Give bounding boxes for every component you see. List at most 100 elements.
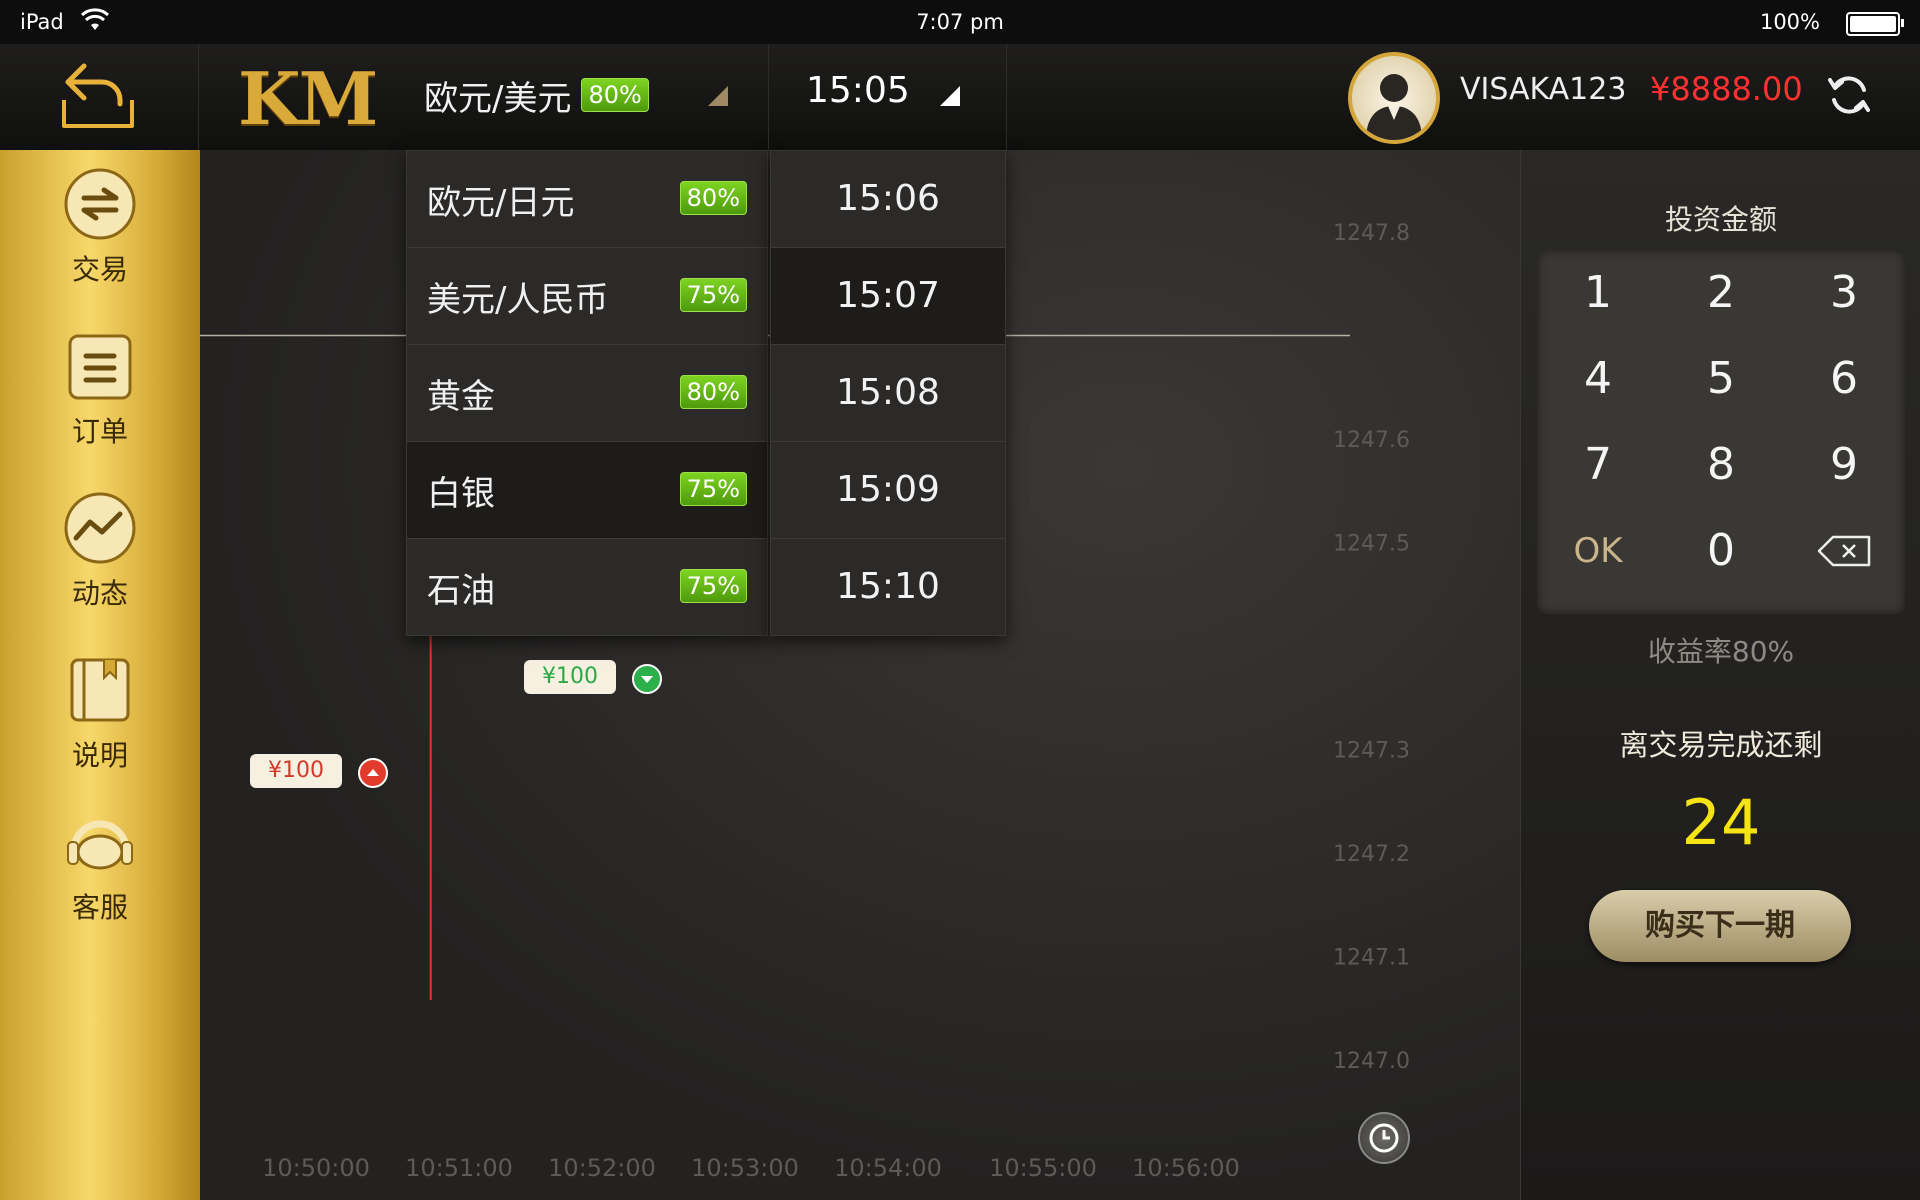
asset-pair-dropdown: 欧元/日元 80% 美元/人民币 75% 黄金 80% 白银 75% 石油 75…	[406, 150, 768, 636]
time-remaining-label: 离交易完成还剩	[1619, 728, 1823, 762]
sidebar-item-label: 订单	[71, 415, 128, 448]
asset-option[interactable]: 美元/人民币 75%	[407, 248, 767, 345]
y-tick-label: 1247.3	[1333, 739, 1410, 764]
order-list-icon	[68, 334, 132, 400]
user-avatar[interactable]	[1348, 52, 1440, 144]
status-bar: iPad 7:07 pm 100%	[0, 0, 1920, 44]
device-name: iPad	[20, 10, 64, 34]
invest-panel: 投资金额 1 2 3 4 5 6 7 8 9 OK 0 收益率80% 离交易完成…	[1520, 150, 1920, 1200]
key-4[interactable]: 4	[1584, 353, 1612, 404]
asset-option[interactable]: 黄金 80%	[407, 345, 767, 442]
header-divider	[1006, 44, 1007, 150]
asset-option-label: 石油	[427, 570, 495, 611]
key-7[interactable]: 7	[1584, 439, 1612, 490]
sidebar-item-label: 说明	[71, 739, 128, 772]
numeric-keypad: 1 2 3 4 5 6 7 8 9 OK 0	[1537, 250, 1905, 614]
key-1[interactable]: 1	[1584, 267, 1612, 318]
arrow-down-icon	[641, 676, 653, 683]
user-silhouette-icon	[1366, 74, 1422, 140]
trade-amount-label: ¥100	[524, 660, 616, 694]
key-3[interactable]: 3	[1830, 267, 1858, 318]
backspace-icon	[1817, 535, 1871, 567]
y-tick-label: 1247.1	[1333, 946, 1410, 971]
invest-amount-title: 投资金额	[1664, 203, 1777, 236]
asset-option-rate: 75%	[679, 569, 747, 603]
battery-percent: 100%	[1759, 10, 1820, 34]
headset-icon	[67, 820, 133, 870]
key-8[interactable]: 8	[1707, 439, 1735, 490]
y-tick-label: 1247.0	[1333, 1049, 1410, 1074]
trend-icon	[64, 492, 136, 564]
pair-dropdown-arrow-icon[interactable]	[708, 86, 728, 106]
account-balance: ¥8888.00	[1650, 70, 1803, 108]
sidebar-item-news[interactable]: 动态	[0, 492, 200, 612]
username: VISAKA123	[1460, 72, 1627, 107]
time-option[interactable]: 15:10	[836, 566, 940, 607]
key-6[interactable]: 6	[1830, 353, 1858, 404]
y-tick-label: 1247.5	[1333, 532, 1410, 557]
asset-option[interactable]: 白银 75%	[407, 442, 767, 539]
battery-icon	[1846, 12, 1904, 36]
sidebar-item-label: 客服	[71, 891, 128, 924]
sidebar-item-support[interactable]: 客服	[0, 806, 200, 926]
trade-down-marker[interactable]	[632, 664, 662, 694]
asset-pair-rate-badge: 80%	[581, 78, 649, 112]
asset-option-label: 白银	[427, 473, 495, 514]
sidebar-item-trade[interactable]: 交易	[0, 168, 200, 288]
sidebar: 交易 订单 动态 说明 客服	[0, 150, 202, 1200]
asset-option-rate: 80%	[679, 375, 747, 409]
time-dropdown-arrow-icon[interactable]	[940, 86, 960, 106]
x-tick-label: 10:53:00	[691, 1154, 799, 1182]
x-tick-label: 10:50:00	[262, 1154, 370, 1182]
countdown-value: 24	[1681, 786, 1761, 859]
key-5[interactable]: 5	[1707, 353, 1735, 404]
x-tick-label: 10:52:00	[548, 1154, 656, 1182]
asset-option-rate: 80%	[679, 181, 747, 215]
wifi-icon	[80, 8, 110, 30]
key-9[interactable]: 9	[1830, 439, 1858, 490]
key-ok[interactable]: OK	[1573, 531, 1623, 571]
time-option[interactable]: 15:09	[771, 442, 1005, 539]
trade-up-marker[interactable]	[358, 758, 388, 788]
expiry-time-dropdown: 15:06 15:07 15:08 15:09 15:10	[770, 150, 1006, 636]
book-icon	[70, 658, 130, 722]
exchange-icon	[64, 168, 136, 240]
time-option[interactable]: 15:06	[771, 151, 1005, 248]
asset-option[interactable]: 欧元/日元 80%	[407, 151, 767, 248]
y-tick-label: 1247.2	[1333, 842, 1410, 867]
asset-option-label: 美元/人民币	[427, 279, 609, 320]
x-tick-label: 10:54:00	[834, 1154, 942, 1182]
asset-option-rate: 75%	[679, 278, 747, 312]
sidebar-item-help[interactable]: 说明	[0, 654, 200, 774]
x-tick-label: 10:51:00	[405, 1154, 513, 1182]
key-2[interactable]: 2	[1707, 267, 1735, 318]
refresh-icon[interactable]	[1826, 72, 1872, 118]
status-time: 7:07 pm	[916, 10, 1004, 34]
sidebar-item-label: 交易	[71, 253, 128, 286]
top-header: KM 欧元/美元 80% 15:05 VISAKA123 ¥8888.00	[0, 44, 1920, 152]
asset-pair-label: 欧元/美元	[424, 78, 572, 119]
arrow-up-icon	[367, 769, 379, 776]
sidebar-item-orders[interactable]: 订单	[0, 330, 200, 450]
asset-option[interactable]: 石油 75%	[407, 539, 767, 635]
trade-amount-label: ¥100	[250, 754, 342, 788]
header-divider	[768, 44, 769, 150]
time-option[interactable]: 15:07	[771, 248, 1005, 345]
clock-icon	[1369, 1123, 1399, 1153]
y-tick-label: 1247.8	[1333, 221, 1410, 246]
buy-next-period-button[interactable]: 购买下一期	[1589, 890, 1851, 962]
key-0[interactable]: 0	[1707, 525, 1735, 576]
app-logo: KM	[238, 56, 378, 141]
asset-pair-select[interactable]: 欧元/美元 80%	[424, 70, 649, 120]
return-rate-text: 收益率80%	[1647, 635, 1795, 668]
sidebar-item-label: 动态	[71, 577, 128, 610]
x-tick-label: 10:56:00	[1132, 1154, 1240, 1182]
header-divider	[198, 44, 199, 150]
asset-option-label: 欧元/日元	[427, 182, 575, 223]
back-icon[interactable]	[60, 60, 136, 130]
y-tick-label: 1247.6	[1333, 428, 1410, 453]
expiry-time-select[interactable]: 15:05	[806, 70, 910, 111]
clock-button[interactable]	[1358, 1112, 1410, 1164]
time-option[interactable]: 15:08	[771, 345, 1005, 442]
key-backspace[interactable]	[1783, 508, 1905, 594]
